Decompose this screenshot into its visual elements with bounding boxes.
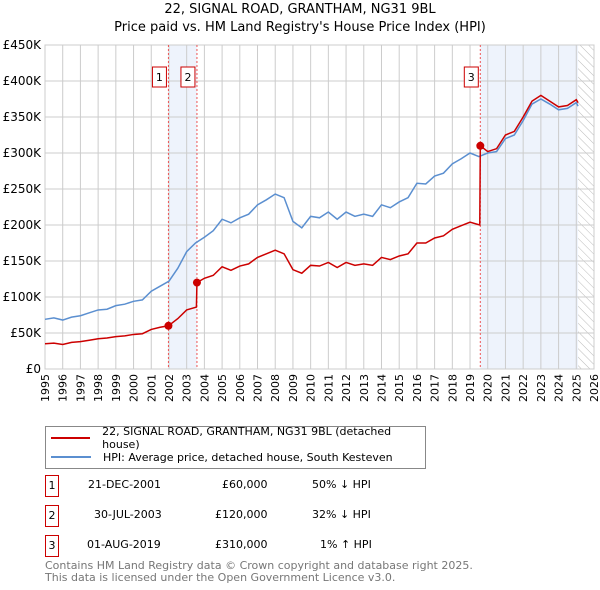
sale-price: £310,000 (215, 538, 268, 551)
sale-date: 21-DEC-2001 (88, 478, 162, 491)
sale-price: £60,000 (222, 478, 268, 491)
x-tick-label: 2024 (553, 374, 566, 402)
sale-price: £120,000 (215, 508, 268, 521)
property-price-line (44, 94, 579, 346)
shaded-range (168, 45, 197, 369)
sale-label: 3 (468, 71, 475, 84)
y-tick-label: £150K (3, 254, 43, 268)
x-tick-label: 2001 (145, 374, 158, 402)
x-tick-label: 2014 (375, 374, 388, 402)
x-tick-label: 2016 (411, 374, 424, 402)
x-tick-label: 2021 (499, 374, 512, 402)
sale-label: 2 (184, 71, 191, 84)
legend-swatch (51, 437, 91, 439)
sale-hpi: 32% ↓ HPI (312, 508, 371, 521)
sale-point (192, 278, 201, 287)
sale-badge: 2 (45, 505, 59, 527)
chart-subtitle: Price paid vs. HM Land Registry's House … (114, 20, 486, 35)
x-tick-label: 2018 (446, 374, 459, 402)
x-tick-label: 2020 (482, 374, 495, 402)
footer: Contains HM Land Registry data © Crown c… (45, 560, 473, 584)
sale-row-3: 3 01-AUG-2019 £310,000 1% ↑ HPI (45, 535, 445, 557)
sale-label-box (463, 66, 479, 88)
y-tick-label: £100K (3, 290, 43, 304)
x-tick-label: 2008 (269, 374, 282, 402)
sale-hpi: 1% ↑ HPI (320, 538, 372, 551)
x-tick-label: 2019 (464, 374, 477, 402)
x-tick-label: 1996 (57, 374, 70, 402)
sale-date: 30-JUL-2003 (94, 508, 162, 521)
sale-row-2: 2 30-JUL-2003 £120,000 32% ↓ HPI (45, 505, 445, 527)
x-tick-label: 2023 (535, 374, 548, 402)
chart-title: 22, SIGNAL ROAD, GRANTHAM, NG31 9BL (164, 2, 436, 17)
sale-badge: 3 (45, 535, 59, 557)
y-tick-label: £400K (3, 74, 43, 88)
y-tick-label: £300K (3, 146, 43, 160)
legend-swatch (51, 456, 91, 458)
sale-date: 01-AUG-2019 (87, 538, 161, 551)
legend: 22, SIGNAL ROAD, GRANTHAM, NG31 9BL (det… (45, 425, 426, 469)
y-tick-label: £450K (3, 38, 43, 52)
x-tick-label: 2015 (393, 374, 406, 402)
x-tick-label: 2006 (234, 374, 247, 402)
x-tick-label: 2004 (198, 374, 211, 402)
shaded-range (480, 45, 579, 369)
hpi-line (44, 98, 579, 321)
sale-hpi: 50% ↓ HPI (312, 478, 371, 491)
line-chart: 1995 1996 1997 1998 1999 2000 2001 2002 2003 2004… (3, 38, 600, 402)
y-tick-label: £250K (3, 182, 43, 196)
legend-label: HPI: Average price, detached house, Sout… (103, 450, 393, 464)
legend-item-property: 22, SIGNAL ROAD, GRANTHAM, NG31 9BL (det… (51, 425, 425, 451)
sale-badge: 1 (45, 475, 59, 497)
x-tick-label: 2013 (358, 374, 371, 402)
x-tick-label: 2010 (305, 374, 318, 402)
sale-label-box (151, 66, 167, 88)
x-tick-label: 2005 (216, 374, 229, 402)
legend-item-hpi: HPI: Average price, detached house, Sout… (51, 449, 393, 465)
x-tick-label: 2017 (429, 374, 442, 402)
y-tick-label: £0 (26, 362, 41, 376)
x-tick-label: 2002 (163, 374, 176, 402)
y-tick-label: £200K (3, 218, 43, 232)
x-tick-label: 2011 (322, 374, 335, 402)
footer-line-1: Contains HM Land Registry data © Crown c… (45, 559, 473, 572)
x-tick-label: 1997 (74, 374, 87, 402)
sale-row-1: 1 21-DEC-2001 £60,000 50% ↓ HPI (45, 475, 445, 497)
x-tick-label: 2003 (181, 374, 194, 402)
sale-label-box (180, 66, 196, 88)
sale-point (476, 141, 485, 150)
y-tick-label: £350K (3, 110, 43, 124)
y-tick-label: £50K (10, 326, 42, 340)
x-tick-label: 2026 (588, 374, 600, 402)
x-tick-label: 2000 (128, 374, 141, 402)
x-tick-label: 2007 (252, 374, 265, 402)
x-tick-label: 2012 (340, 374, 353, 402)
x-tick-label: 2022 (517, 374, 530, 402)
x-tick-label: 2009 (287, 374, 300, 402)
forecast-hatch (578, 45, 594, 369)
sale-label: 1 (156, 71, 163, 84)
plot-frame (44, 44, 595, 370)
legend-label: 22, SIGNAL ROAD, GRANTHAM, NG31 9BL (det… (102, 425, 392, 451)
sale-point (164, 321, 173, 330)
x-tick-label: 2025 (570, 374, 583, 402)
x-tick-label: 1998 (92, 374, 105, 402)
x-tick-label: 1999 (110, 374, 123, 402)
x-tick-label: 1995 (39, 374, 52, 402)
footer-line-2: This data is licensed under the Open Gov… (45, 571, 396, 584)
